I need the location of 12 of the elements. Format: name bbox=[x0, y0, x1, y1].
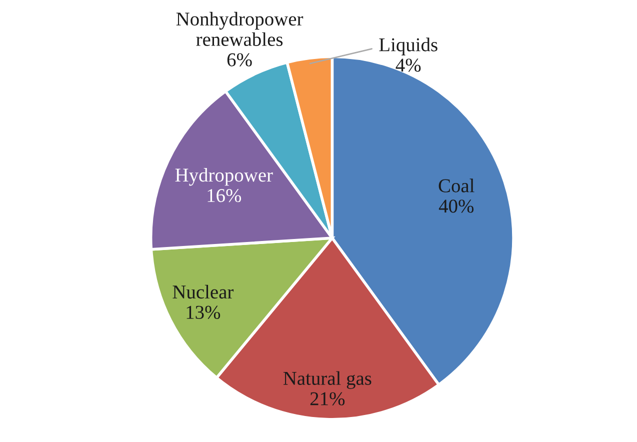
slice-label: Coal bbox=[438, 178, 474, 192]
slice-label: Liquids bbox=[379, 38, 438, 56]
data-label: 40% bbox=[438, 200, 474, 213]
slice-label: Hydropower bbox=[175, 168, 273, 186]
data-label: 4% bbox=[396, 58, 421, 72]
data-label: 13% bbox=[186, 306, 220, 319]
data-label: 16% bbox=[208, 188, 242, 202]
slice-label: Nonhydropower renewables bbox=[176, 12, 304, 46]
slice-label: Nuclear bbox=[172, 284, 234, 299]
data-label: 21% bbox=[310, 392, 345, 406]
data-label: 6% bbox=[227, 53, 252, 66]
slice-label: Natural gas bbox=[283, 371, 372, 389]
